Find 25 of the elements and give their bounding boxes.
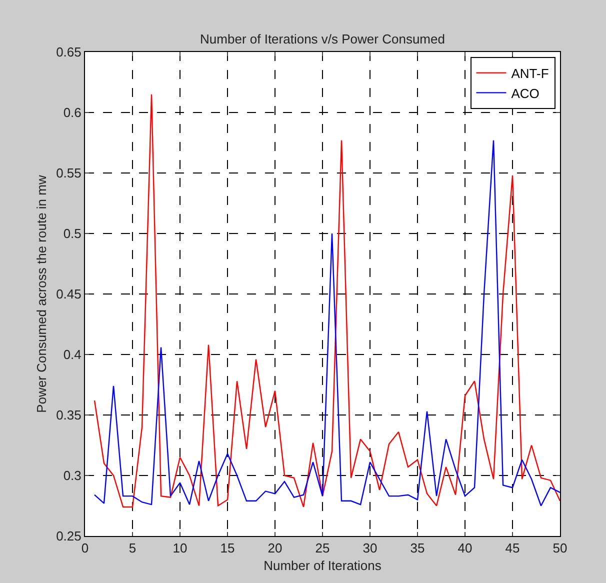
x-tick-label: 50: [552, 540, 568, 556]
y-tick-label: 0.6: [63, 105, 82, 120]
x-tick-label: 35: [410, 540, 425, 556]
x-tick-label: 15: [220, 540, 235, 556]
y-axis-title: Power Consumed across the route in mw: [34, 174, 50, 413]
y-tick-label: 0.25: [56, 528, 82, 544]
y-tick-label: 0.4: [63, 347, 82, 362]
x-tick-label: 10: [172, 540, 188, 556]
x-tick-label: 5: [128, 540, 136, 556]
y-tick-label: 0.45: [56, 286, 82, 302]
y-tick-label: 0.5: [63, 226, 82, 242]
x-tick-label: 20: [268, 540, 282, 556]
legend-label: ANT-F: [511, 66, 549, 81]
y-tick-label: 0.35: [56, 408, 82, 423]
x-tick-label: 40: [458, 540, 472, 556]
x-tick-label: 45: [505, 540, 520, 556]
y-tick-label: 0.3: [63, 468, 82, 484]
x-axis-title: Number of Iterations: [264, 558, 382, 574]
y-tick-label: 0.55: [56, 166, 82, 181]
x-tick-label: 30: [362, 540, 378, 556]
x-tick-label: 25: [315, 540, 330, 556]
chart-title: Number of Iterations v/s Power Consumed: [200, 32, 445, 47]
x-tick-label: 0: [81, 540, 89, 556]
y-tick-label: 0.65: [56, 44, 82, 60]
legend-label: ACO: [511, 86, 540, 101]
